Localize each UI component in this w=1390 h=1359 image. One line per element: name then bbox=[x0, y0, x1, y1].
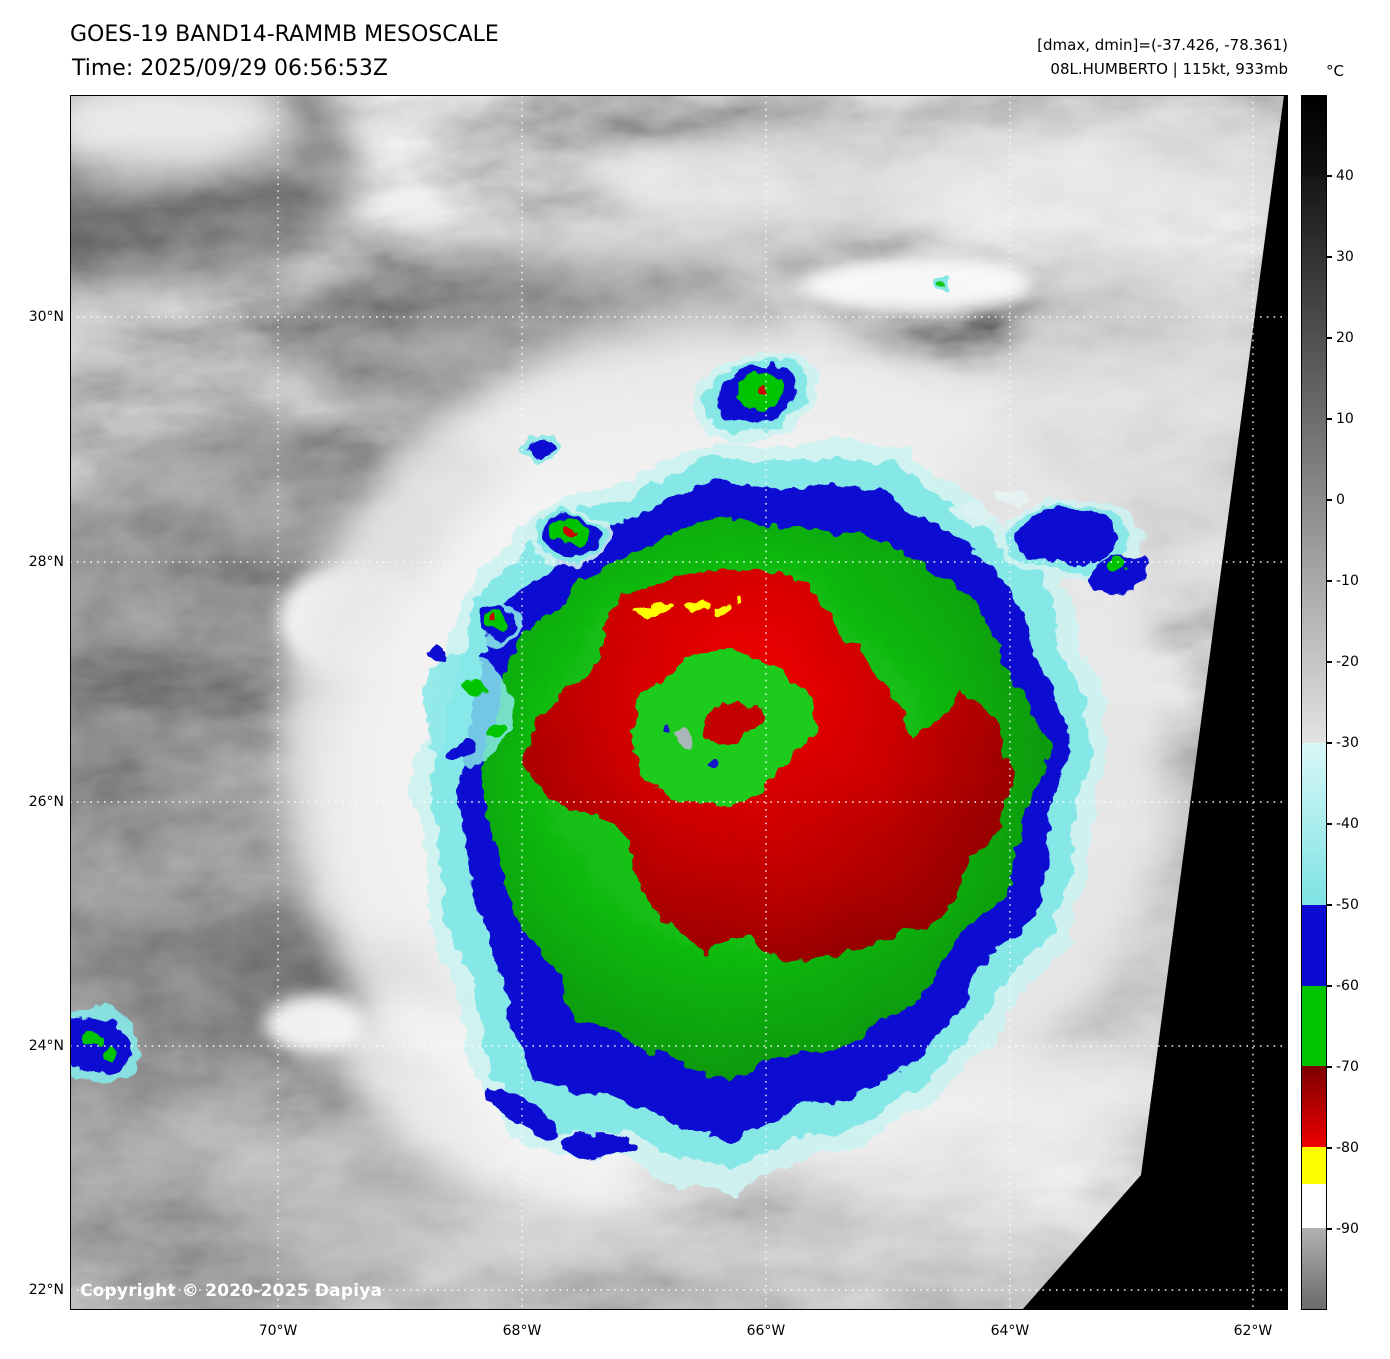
lon-axis-label: 64°W bbox=[990, 1323, 1030, 1339]
yellow-cold-spots bbox=[637, 595, 743, 621]
tiny-north-speck bbox=[928, 280, 942, 294]
lat-axis-label: 26°N bbox=[28, 794, 64, 810]
colorbar-tick-label: -30 bbox=[1336, 735, 1359, 751]
satellite-map: Copyright © 2020-2025 Dapiya bbox=[70, 95, 1288, 1310]
storm-info: 08L.HUMBERTO | 115kt, 933mb bbox=[1050, 60, 1288, 78]
lon-axis-label: 68°W bbox=[502, 1323, 542, 1339]
page-title: GOES-19 BAND14-RAMMB MESOSCALE bbox=[70, 22, 499, 47]
colorbar-tick-label: -50 bbox=[1336, 897, 1359, 913]
west-speckles bbox=[418, 435, 561, 765]
colorbar-tick bbox=[1327, 661, 1332, 663]
colorbar-tick-label: -10 bbox=[1336, 573, 1359, 589]
northwest-cell-1 bbox=[534, 506, 606, 566]
eye-dot bbox=[683, 734, 701, 752]
colorbar-segment bbox=[1302, 1183, 1326, 1229]
colorbar-tick-label: 10 bbox=[1336, 411, 1354, 427]
colorbar-tick bbox=[1327, 904, 1332, 906]
colorbar-tick-label: 20 bbox=[1336, 330, 1354, 346]
colorbar-tick bbox=[1327, 337, 1332, 339]
colorbar-tick-label: -20 bbox=[1336, 654, 1359, 670]
colorbar-tick-label: 40 bbox=[1336, 168, 1354, 184]
timestamp: Time: 2025/09/29 06:56:53Z bbox=[72, 56, 388, 81]
satellite-image bbox=[70, 95, 1288, 1310]
colorbar-segment bbox=[1302, 96, 1326, 178]
no-data-region bbox=[1022, 95, 1288, 1310]
colorbar-tick bbox=[1327, 1147, 1332, 1149]
lat-axis-label: 30°N bbox=[28, 308, 64, 325]
colorbar-tick-label: -80 bbox=[1336, 1140, 1359, 1156]
east-cold-patches bbox=[1004, 498, 1147, 589]
lat-axis-label: 22°N bbox=[28, 1281, 64, 1298]
colorbar-ticks: 40 30 20 10 0 -10 -20 -30 -40 -50 -60 -70 -80 -90 bbox=[1301, 95, 1390, 1310]
colorbar-tick-label: -70 bbox=[1336, 1059, 1359, 1075]
copyright-text: Copyright © 2020-2025 Dapiya bbox=[80, 1281, 383, 1301]
lon-axis-label: 70°W bbox=[258, 1323, 298, 1339]
north-cold-cell bbox=[691, 351, 819, 439]
southwest-far-cell bbox=[70, 1007, 144, 1083]
colorbar-tick-label: 0 bbox=[1336, 492, 1345, 508]
colorbar-tick bbox=[1327, 175, 1332, 177]
colorbar-segment bbox=[1302, 1228, 1326, 1309]
colorbar bbox=[1301, 95, 1327, 1310]
lat-axis-label: 24°N bbox=[28, 1037, 64, 1054]
colorbar-tick-label: 30 bbox=[1336, 249, 1354, 265]
colorbar-tick bbox=[1327, 256, 1332, 258]
colorbar-tick bbox=[1327, 985, 1332, 987]
colorbar-tick bbox=[1327, 1066, 1332, 1068]
colorbar-tick-label: -40 bbox=[1336, 816, 1359, 832]
hurricane-enhanced-ir bbox=[70, 280, 1147, 1194]
northwest-cell-2 bbox=[470, 600, 526, 644]
colorbar-tick-label: -90 bbox=[1336, 1221, 1359, 1237]
colorbar-segment bbox=[1302, 1147, 1326, 1185]
colorbar-tick-label: -60 bbox=[1336, 978, 1359, 994]
colorbar-segment bbox=[1302, 176, 1326, 744]
colorbar-tick bbox=[1327, 499, 1332, 501]
colorbar-segment bbox=[1302, 985, 1326, 1067]
colorbar-segment bbox=[1302, 742, 1326, 906]
colorbar-tick bbox=[1327, 742, 1332, 744]
colorbar-tick bbox=[1327, 418, 1332, 420]
dmax-dmin-readout: [dmax, dmin]=(-37.426, -78.361) bbox=[1037, 36, 1288, 54]
colorbar-segment bbox=[1302, 904, 1326, 987]
colorbar-tick bbox=[1327, 580, 1332, 582]
lon-axis-label: 66°W bbox=[746, 1323, 786, 1339]
colorbar-tick bbox=[1327, 1228, 1332, 1230]
lat-axis-label: 28°N bbox=[28, 554, 64, 571]
south-blue-streaks bbox=[485, 1090, 630, 1166]
colorbar-unit: °C bbox=[1326, 62, 1344, 80]
colorbar-segment bbox=[1302, 1066, 1326, 1148]
eye-region bbox=[630, 651, 808, 807]
colorbar-tick bbox=[1327, 823, 1332, 825]
lon-axis-label: 62°W bbox=[1233, 1323, 1273, 1339]
